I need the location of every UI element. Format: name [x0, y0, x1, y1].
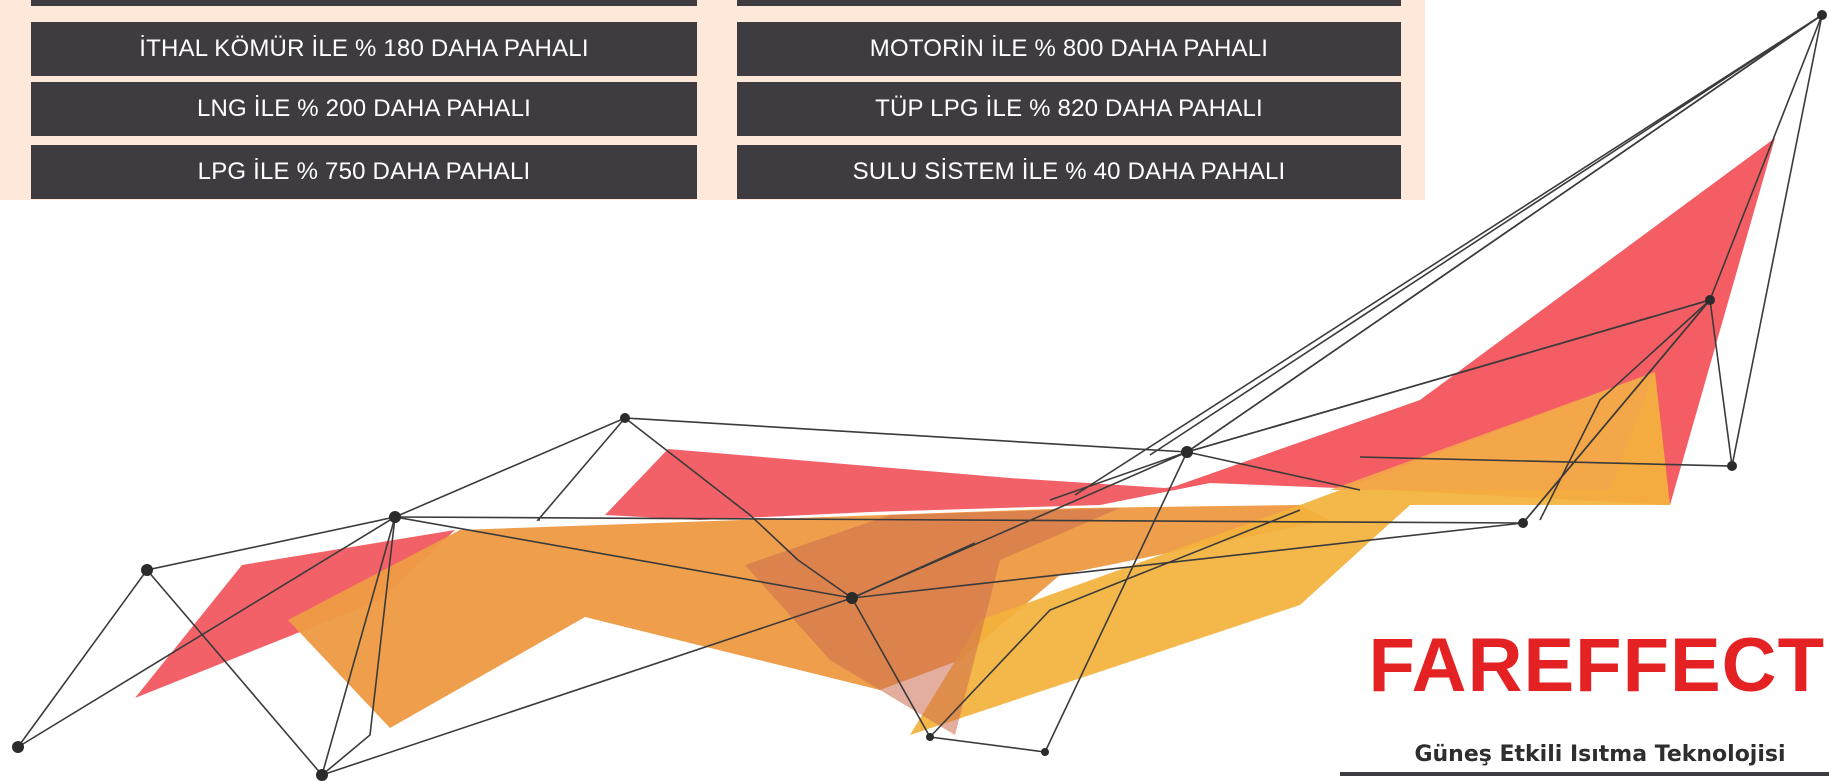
price-comparison-panel: İTHAL KÖMÜR İLE % 180 DAHA PAHALI LNG İL…	[0, 0, 1425, 200]
orange-ribbon-shape	[1330, 372, 1655, 490]
comparison-text: MOTORİN İLE % 800 DAHA PAHALI	[869, 35, 1269, 62]
brand-name: FAREFFECT	[1368, 623, 1825, 708]
brown-ribbon-shape	[745, 508, 1120, 735]
brand-logo: FAREFFECT	[1325, 628, 1825, 704]
comparison-text: SULU SİSTEM İLE % 40 DAHA PAHALI	[852, 158, 1286, 185]
comparison-text: İTHAL KÖMÜR İLE % 180 DAHA PAHALI	[139, 35, 589, 62]
wireframe-nodes	[12, 10, 1827, 781]
comparison-text: LNG İLE % 200 DAHA PAHALI	[196, 95, 532, 122]
comparison-row-stub	[737, 0, 1401, 6]
comparison-row: MOTORİN İLE % 800 DAHA PAHALI	[737, 22, 1401, 76]
comparison-row: TÜP LPG İLE % 820 DAHA PAHALI	[737, 82, 1401, 136]
brand-underline	[1340, 772, 1829, 776]
comparison-row-stub	[31, 0, 697, 6]
comparison-row: İTHAL KÖMÜR İLE % 180 DAHA PAHALI	[31, 22, 697, 76]
comparison-row: SULU SİSTEM İLE % 40 DAHA PAHALI	[737, 145, 1401, 199]
comparison-row: LNG İLE % 200 DAHA PAHALI	[31, 82, 697, 136]
comparison-text: LPG İLE % 750 DAHA PAHALI	[197, 158, 531, 185]
red-ribbon-shape	[135, 530, 455, 698]
comparison-text: TÜP LPG İLE % 820 DAHA PAHALI	[875, 95, 1263, 122]
brand-tagline: Güneş Etkili Isıtma Teknolojisi	[1414, 742, 1786, 767]
comparison-row: LPG İLE % 750 DAHA PAHALI	[31, 145, 697, 199]
